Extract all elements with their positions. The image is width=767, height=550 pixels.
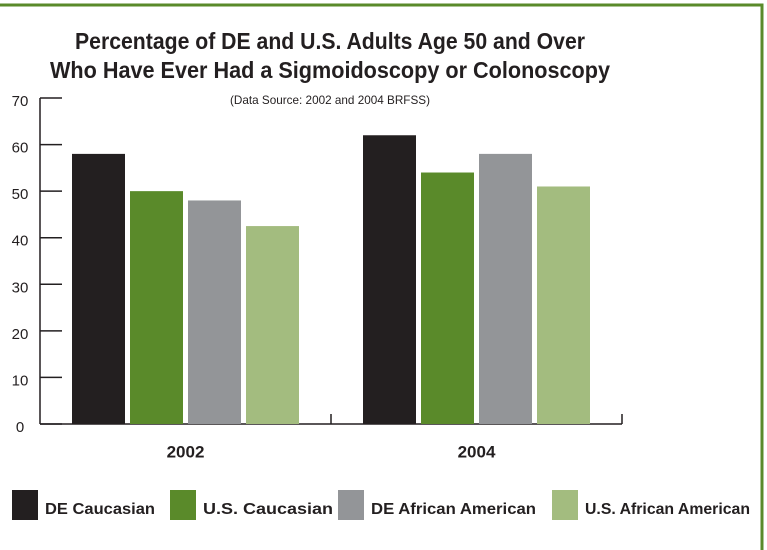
y-tick-label: 0	[16, 419, 24, 436]
legend-swatch	[12, 490, 38, 520]
y-tick-label: 70	[12, 93, 29, 110]
chart-title: Who Have Ever Had a Sigmoidoscopy or Col…	[50, 57, 610, 83]
y-tick-label: 30	[12, 279, 29, 296]
bar	[130, 191, 183, 424]
legend-swatch	[338, 490, 364, 520]
y-tick-label: 10	[12, 372, 29, 389]
y-tick-label: 50	[12, 186, 29, 203]
legend-label: U.S. African American	[585, 501, 750, 518]
bar	[537, 186, 590, 424]
y-tick-label: 60	[12, 140, 29, 157]
bar	[188, 200, 241, 424]
legend-label: U.S. Caucasian	[203, 501, 333, 518]
frame	[0, 3, 764, 550]
chart-subtitle: (Data Source: 2002 and 2004 BRFSS)	[230, 93, 430, 107]
legend-label: DE African American	[371, 501, 536, 518]
x-tick-label: 2004	[458, 442, 496, 461]
legend-label: DE Caucasian	[45, 501, 155, 518]
y-tick-label: 40	[12, 233, 29, 250]
bar	[421, 172, 474, 424]
y-tick-label: 20	[12, 326, 29, 343]
bar	[479, 153, 532, 424]
chart-title: Percentage of DE and U.S. Adults Age 50 …	[75, 28, 585, 54]
legend-swatch	[552, 490, 578, 520]
legend-swatch	[170, 490, 196, 520]
bar	[363, 135, 416, 424]
bar	[246, 226, 299, 424]
bar	[72, 153, 125, 424]
x-tick-label: 2002	[167, 442, 205, 461]
